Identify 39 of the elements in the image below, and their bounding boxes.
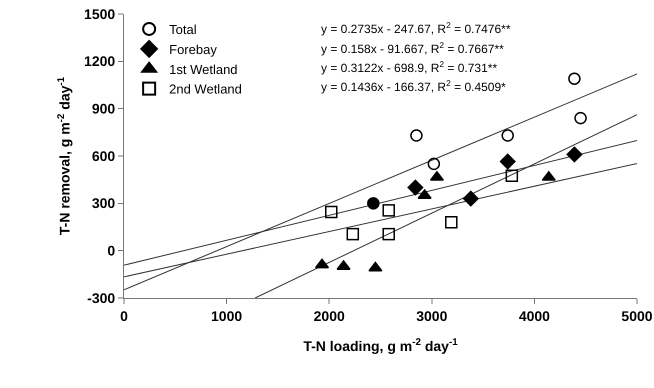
y-tick-label: 1200 [84, 53, 116, 70]
point [574, 112, 587, 124]
point [382, 228, 395, 240]
x-axis-title: T-N loading, g m$^{-2}$ day$^{-1}$ [303, 337, 458, 354]
annotation: y = 0.3122x - 698.9, R$^{2}$ = 0.731** [321, 59, 498, 76]
legend-label: 2nd Wetland [169, 82, 242, 97]
y-tick-label: 1500 [84, 6, 116, 22]
point [410, 129, 423, 142]
y-tick-label: -300 [87, 290, 116, 306]
point [506, 169, 518, 182]
x-tick-label: 2000 [314, 308, 345, 324]
annotation: y = 0.1436x - 166.37, R$^{2}$ = 0.4509* [321, 78, 506, 94]
y-tick-label: 900 [92, 100, 116, 117]
y-tick-label: 0 [107, 242, 116, 259]
x-tick-label: 5000 [621, 308, 653, 324]
legend-label: Total [169, 22, 197, 38]
point [367, 197, 380, 210]
point [325, 206, 338, 218]
point [566, 146, 582, 162]
point [568, 72, 581, 85]
y-tick-label: 300 [92, 195, 116, 212]
annotation: y = 0.2735x - 247.67, R$^{2}$ = 0.7476** [321, 20, 511, 36]
y-tick-label: 600 [92, 148, 116, 164]
point [445, 216, 458, 229]
point [382, 204, 395, 217]
x-tick-label: 1000 [211, 308, 242, 324]
point [428, 158, 440, 170]
legend-label: Forebay [169, 42, 218, 57]
point [462, 190, 479, 206]
point [500, 154, 516, 170]
annotation: y = 0.158x - 91.667, R$^{2}$ = 0.7667** [321, 40, 504, 56]
point [346, 228, 360, 240]
point [407, 180, 424, 196]
point [501, 129, 514, 142]
legend-label: 1st Wetland [169, 62, 238, 77]
x-tick-label: 0 [120, 308, 128, 324]
x-tick-label: 4000 [518, 308, 550, 324]
point [368, 262, 382, 272]
x-tick-label: 3000 [416, 308, 448, 324]
